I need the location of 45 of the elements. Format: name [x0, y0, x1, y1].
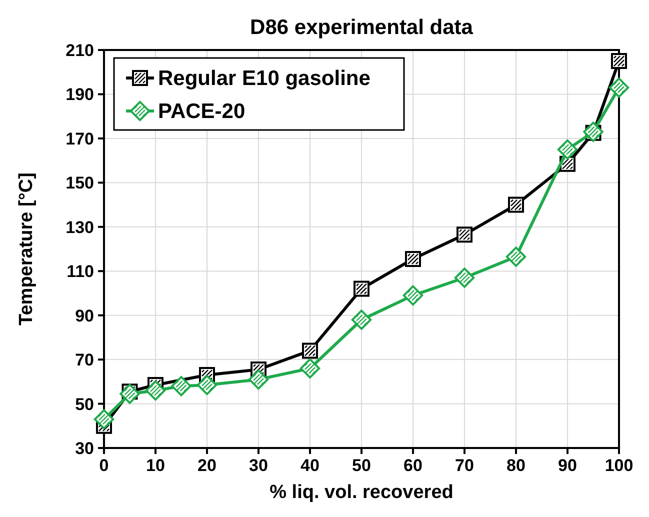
x-tick-label: 70 — [455, 456, 474, 475]
y-tick-label: 110 — [66, 262, 94, 282]
point — [456, 226, 472, 243]
point — [171, 376, 192, 396]
y-tick-label: 190 — [66, 85, 94, 104]
x-tick-label: 40 — [300, 456, 320, 475]
x-tick-label: 10 — [146, 456, 165, 475]
point — [248, 369, 269, 390]
y-tick-label: 70 — [75, 350, 94, 370]
x-tick-label: 90 — [558, 456, 577, 475]
y-tick-label: 30 — [75, 439, 94, 458]
point — [94, 409, 114, 430]
y-tick-label: 210 — [66, 41, 94, 60]
point — [508, 196, 524, 213]
chart-title: D86 experimental data — [250, 16, 474, 39]
legend-label: PACE-20 — [158, 100, 246, 123]
y-tick-label: 130 — [66, 218, 94, 237]
point — [611, 53, 627, 70]
y-axis-title: Temperature [°C] — [16, 172, 37, 326]
point — [557, 139, 578, 160]
point — [302, 342, 318, 359]
x-tick-label: 20 — [198, 456, 216, 475]
x-tick-label: 30 — [249, 456, 268, 475]
point — [300, 358, 320, 378]
x-tick-label: 60 — [404, 456, 422, 475]
y-tick-label: 150 — [66, 174, 94, 193]
y-tick-label: 50 — [75, 394, 94, 414]
point — [506, 246, 526, 267]
y-tick-label: 90 — [75, 306, 94, 326]
point — [405, 250, 421, 267]
point — [351, 310, 372, 330]
point — [402, 285, 424, 306]
point — [196, 374, 218, 396]
x-tick-label: 80 — [506, 456, 526, 475]
y-tick-label: 170 — [66, 129, 94, 148]
point — [145, 380, 166, 401]
x-tick-label: 100 — [604, 456, 634, 475]
point — [354, 280, 370, 297]
x-axis-title: % liq. vol. recovered — [270, 482, 454, 503]
point — [120, 384, 140, 404]
x-tick-label: 0 — [99, 456, 109, 475]
legend-label: Regular E10 gasoline — [158, 67, 370, 90]
point — [608, 77, 630, 98]
point — [454, 268, 475, 288]
x-tick-label: 50 — [352, 456, 371, 475]
